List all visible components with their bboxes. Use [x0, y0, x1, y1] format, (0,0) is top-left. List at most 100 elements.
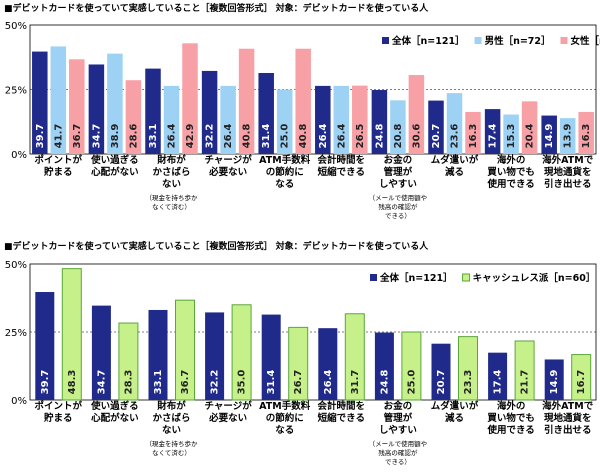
data-label: 26.4	[336, 124, 347, 149]
data-label: 28.6	[128, 124, 139, 149]
category-label: 海外ATMで	[542, 400, 594, 412]
data-label: 40.8	[298, 124, 309, 149]
bar-2	[559, 118, 576, 154]
bar-3	[352, 85, 368, 154]
category-label: 使用できる	[486, 424, 534, 436]
data-label: 20.4	[525, 124, 536, 149]
category-label: 貯まる	[44, 412, 73, 424]
bar-2	[107, 53, 123, 154]
category-label: 現地通貨を	[544, 412, 592, 424]
data-label: 16.3	[468, 124, 479, 149]
bar-3	[238, 48, 255, 154]
category-label: しやすい	[379, 425, 417, 436]
category-label: ムダ遣いが	[431, 154, 479, 166]
data-label: 31.4	[261, 124, 272, 149]
category-label: しやすい	[379, 179, 417, 190]
data-label: 34.7	[91, 124, 102, 149]
bar-1	[544, 359, 564, 400]
bar-2	[276, 89, 293, 154]
data-label: 25.0	[406, 370, 417, 395]
bar-1	[91, 305, 111, 400]
bar-1	[541, 115, 557, 154]
category-label: 会計時間を	[318, 154, 366, 166]
data-label: 32.2	[205, 124, 216, 149]
bar-2	[231, 304, 252, 401]
bar-2	[333, 85, 350, 154]
bar-1	[88, 64, 105, 154]
bar-1	[148, 309, 168, 400]
data-label: 33.1	[148, 124, 159, 149]
bar-3	[182, 43, 198, 154]
bar-2	[175, 299, 195, 401]
legend-swatch	[382, 37, 389, 44]
chart-title: ■デビットカードを使っていて実感していること［複数回答形式］ 対象：デビットカー…	[4, 240, 429, 252]
category-note: なくて済む）	[152, 448, 191, 457]
category-label: 引き出せる	[544, 178, 592, 190]
data-label: 38.9	[110, 124, 121, 149]
data-label: 20.7	[431, 124, 442, 149]
chart-panel-2: ■デビットカードを使っていて実感していること［複数回答形式］ 対象：デビットカー…	[4, 240, 597, 466]
y-tick-label: 0%	[11, 150, 27, 161]
category-label: 必要ない	[208, 412, 247, 424]
category-label: 短縮できる	[318, 412, 365, 424]
chart-title: ■デビットカードを使っていて実感していること［複数回答形式］ 対象：デビットカー…	[4, 2, 429, 14]
bar-2	[50, 46, 67, 154]
data-label: 14.9	[544, 124, 555, 149]
legend-swatch	[370, 274, 377, 281]
category-label: 使い過ぎる	[90, 154, 139, 166]
bar-1	[428, 100, 444, 154]
bar-1	[32, 51, 48, 154]
data-label: 41.7	[53, 124, 64, 149]
data-label: 14.9	[549, 370, 560, 395]
legend-swatch	[474, 37, 482, 44]
data-label: 36.7	[72, 124, 83, 149]
category-note: 残高の確認が	[378, 448, 418, 457]
bar-1	[315, 85, 331, 154]
y-tick-label: 50%	[5, 260, 27, 271]
bar-2	[390, 100, 406, 154]
category-label: 減る	[445, 412, 464, 424]
data-label: 17.4	[488, 124, 499, 149]
bar-1	[488, 352, 508, 400]
category-label: ATM手数料	[259, 400, 311, 412]
category-label: 買い物でも	[487, 412, 535, 424]
bar-2	[446, 93, 463, 154]
data-label: 30.6	[411, 124, 422, 149]
data-label: 33.1	[153, 370, 164, 395]
category-label: 買い物でも	[487, 166, 535, 178]
data-label: 23.3	[463, 370, 474, 395]
category-label: 心配がない	[91, 412, 139, 424]
data-label: 21.7	[520, 370, 531, 395]
category-note: （メールで使用額や	[369, 439, 428, 448]
data-label: 31.7	[350, 370, 361, 395]
category-note: （現金を持ち歩か	[146, 439, 199, 448]
bar-1	[371, 90, 388, 154]
data-label: 42.9	[185, 124, 196, 149]
category-label: ATM手数料	[259, 154, 311, 166]
category-label: お金の	[384, 400, 413, 412]
category-label: なる	[275, 179, 294, 190]
category-label: ない	[162, 179, 181, 190]
bar-1	[318, 328, 338, 400]
category-label: ポイントが	[35, 154, 83, 166]
category-label: 財布が	[156, 400, 186, 412]
category-label: 管理が	[384, 166, 413, 178]
data-label: 13.9	[563, 124, 574, 149]
data-label: 26.4	[167, 124, 178, 149]
bar-3	[465, 111, 481, 154]
category-label: の節約に	[266, 412, 304, 424]
data-label: 17.4	[493, 370, 504, 395]
category-label: 心配がない	[91, 166, 139, 178]
category-label: かさばら	[152, 412, 190, 424]
y-tick-label: 25%	[5, 86, 27, 97]
bar-2	[163, 85, 180, 154]
data-label: 23.6	[450, 124, 461, 149]
bar-1	[484, 109, 501, 154]
category-label: 現地通貨を	[544, 166, 592, 178]
category-label: 使い過ぎる	[90, 400, 139, 412]
category-label: なる	[275, 425, 294, 436]
data-label: 26.7	[293, 370, 304, 395]
category-note: なくて済む）	[152, 202, 191, 211]
data-label: 34.7	[96, 370, 107, 395]
category-note: （メールで使用額や	[369, 193, 428, 202]
